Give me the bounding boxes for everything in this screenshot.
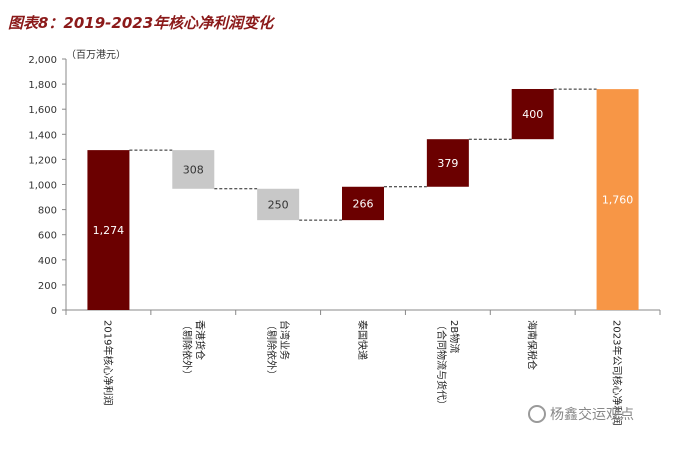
y-tick-label: 1,200	[28, 155, 57, 166]
x-category-text: 2023年公司核心净利润	[611, 320, 624, 425]
wechat-icon	[528, 405, 546, 423]
x-category-label: 2023年公司核心净利润	[611, 320, 624, 425]
y-tick-label: 1,600	[28, 105, 57, 116]
unit-label: （百万港元）	[66, 50, 126, 61]
bar-value-label: 266	[353, 197, 374, 210]
watermark: 杨鑫交运观点	[528, 404, 634, 424]
bar-value-label: 250	[268, 198, 289, 211]
x-category-label: 台湾业务（剔除依外）	[265, 320, 291, 380]
x-category-text: 泰国快递	[356, 320, 369, 360]
y-tick-label: 1,400	[28, 130, 57, 141]
x-category-label: 海南保税仓	[526, 320, 539, 370]
x-category-subtext: （合同物流与货代）	[435, 320, 448, 410]
x-category-label: 2B物流（合同物流与货代）	[435, 320, 461, 410]
y-tick-label: 600	[38, 231, 57, 242]
x-category-subtext: （剔除依外）	[180, 320, 193, 380]
y-tick-label: 1,000	[28, 181, 57, 192]
x-category-text: 香港货仓	[193, 320, 206, 360]
y-tick-label: 200	[38, 281, 57, 292]
watermark-text: 杨鑫交运观点	[550, 407, 634, 423]
bar-value-label: 379	[437, 157, 458, 170]
bar	[257, 188, 300, 221]
y-tick-label: 400	[38, 256, 57, 267]
bar	[87, 150, 130, 310]
x-category-label: 香港货仓（剔除依外）	[180, 320, 206, 380]
x-category-label: 2019年核心净利润	[101, 320, 114, 405]
y-tick-label: 2,000	[28, 55, 57, 66]
bar	[342, 186, 384, 221]
y-tick-label: 1,800	[28, 80, 57, 91]
bar-value-label: 1,760	[602, 194, 634, 207]
x-category-text: 2B物流	[448, 320, 461, 353]
y-tick-label: 800	[38, 206, 57, 217]
bar-value-label: 400	[522, 108, 543, 121]
bar	[511, 88, 554, 140]
bar	[426, 139, 469, 187]
figure-title: 图表8：2019-2023年核心净利润变化	[8, 14, 274, 32]
bar-value-label: 1,274	[93, 224, 125, 237]
bar	[172, 150, 215, 189]
x-category-label: 泰国快递	[356, 320, 369, 360]
x-category-subtext: （剔除依外）	[265, 320, 278, 380]
y-tick-label: 0	[51, 306, 57, 317]
x-category-text: 2019年核心净利润	[101, 320, 114, 405]
x-category-text: 海南保税仓	[526, 320, 539, 370]
x-category-text: 台湾业务	[278, 320, 291, 360]
bar-value-label: 308	[183, 163, 204, 176]
bar	[596, 89, 639, 311]
